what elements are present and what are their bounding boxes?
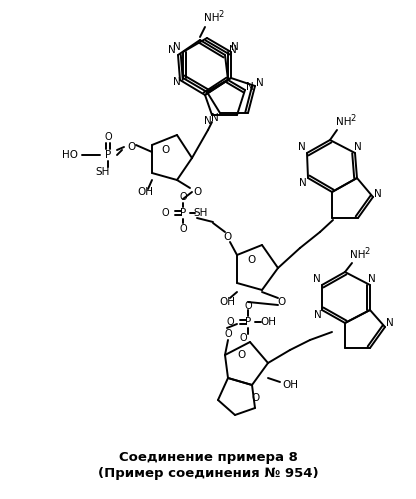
Text: O: O <box>193 187 201 197</box>
Text: O: O <box>251 393 259 403</box>
Text: O: O <box>224 329 232 339</box>
Text: N: N <box>173 77 181 87</box>
Text: N: N <box>256 78 264 88</box>
Text: N: N <box>298 142 306 152</box>
Text: N: N <box>173 42 181 52</box>
Text: N: N <box>314 310 322 320</box>
Text: P: P <box>245 317 251 327</box>
Text: NH: NH <box>204 13 220 23</box>
Text: O: O <box>179 224 187 234</box>
Text: OH: OH <box>260 317 276 327</box>
Text: P: P <box>105 150 111 160</box>
Text: O: O <box>226 317 234 327</box>
Text: NH: NH <box>336 117 352 127</box>
Text: O: O <box>278 297 286 307</box>
Text: O: O <box>239 333 247 343</box>
Text: NH: NH <box>350 250 366 260</box>
Text: SH: SH <box>96 167 110 177</box>
Text: O: O <box>244 301 252 311</box>
Text: 2: 2 <box>364 247 370 255</box>
Text: N: N <box>299 178 307 188</box>
Text: O: O <box>238 350 246 360</box>
Text: O: O <box>248 255 256 265</box>
Text: N: N <box>374 189 382 199</box>
Text: SH: SH <box>194 208 208 218</box>
Text: O: O <box>127 142 135 152</box>
Text: O: O <box>161 208 169 218</box>
Text: N: N <box>368 274 376 284</box>
Text: N: N <box>229 45 237 55</box>
Text: OH: OH <box>137 187 153 197</box>
Text: N: N <box>168 45 176 55</box>
Text: OH: OH <box>219 297 235 307</box>
Text: N: N <box>204 116 212 126</box>
Text: N: N <box>211 113 219 123</box>
Text: N: N <box>354 142 362 152</box>
Text: (Пример соединения № 954): (Пример соединения № 954) <box>98 467 318 480</box>
Text: Соединение примера 8: Соединение примера 8 <box>119 452 297 465</box>
Text: P: P <box>180 208 186 218</box>
Text: N: N <box>246 82 254 92</box>
Text: HO: HO <box>62 150 78 160</box>
Text: 2: 2 <box>218 9 224 18</box>
Text: O: O <box>104 132 112 142</box>
Text: O: O <box>179 192 187 202</box>
Text: OH: OH <box>282 380 298 390</box>
Text: O: O <box>162 145 170 155</box>
Text: N: N <box>313 274 321 284</box>
Text: N: N <box>231 42 239 52</box>
Text: 2: 2 <box>350 113 356 122</box>
Text: O: O <box>224 232 232 242</box>
Text: N: N <box>386 318 394 328</box>
